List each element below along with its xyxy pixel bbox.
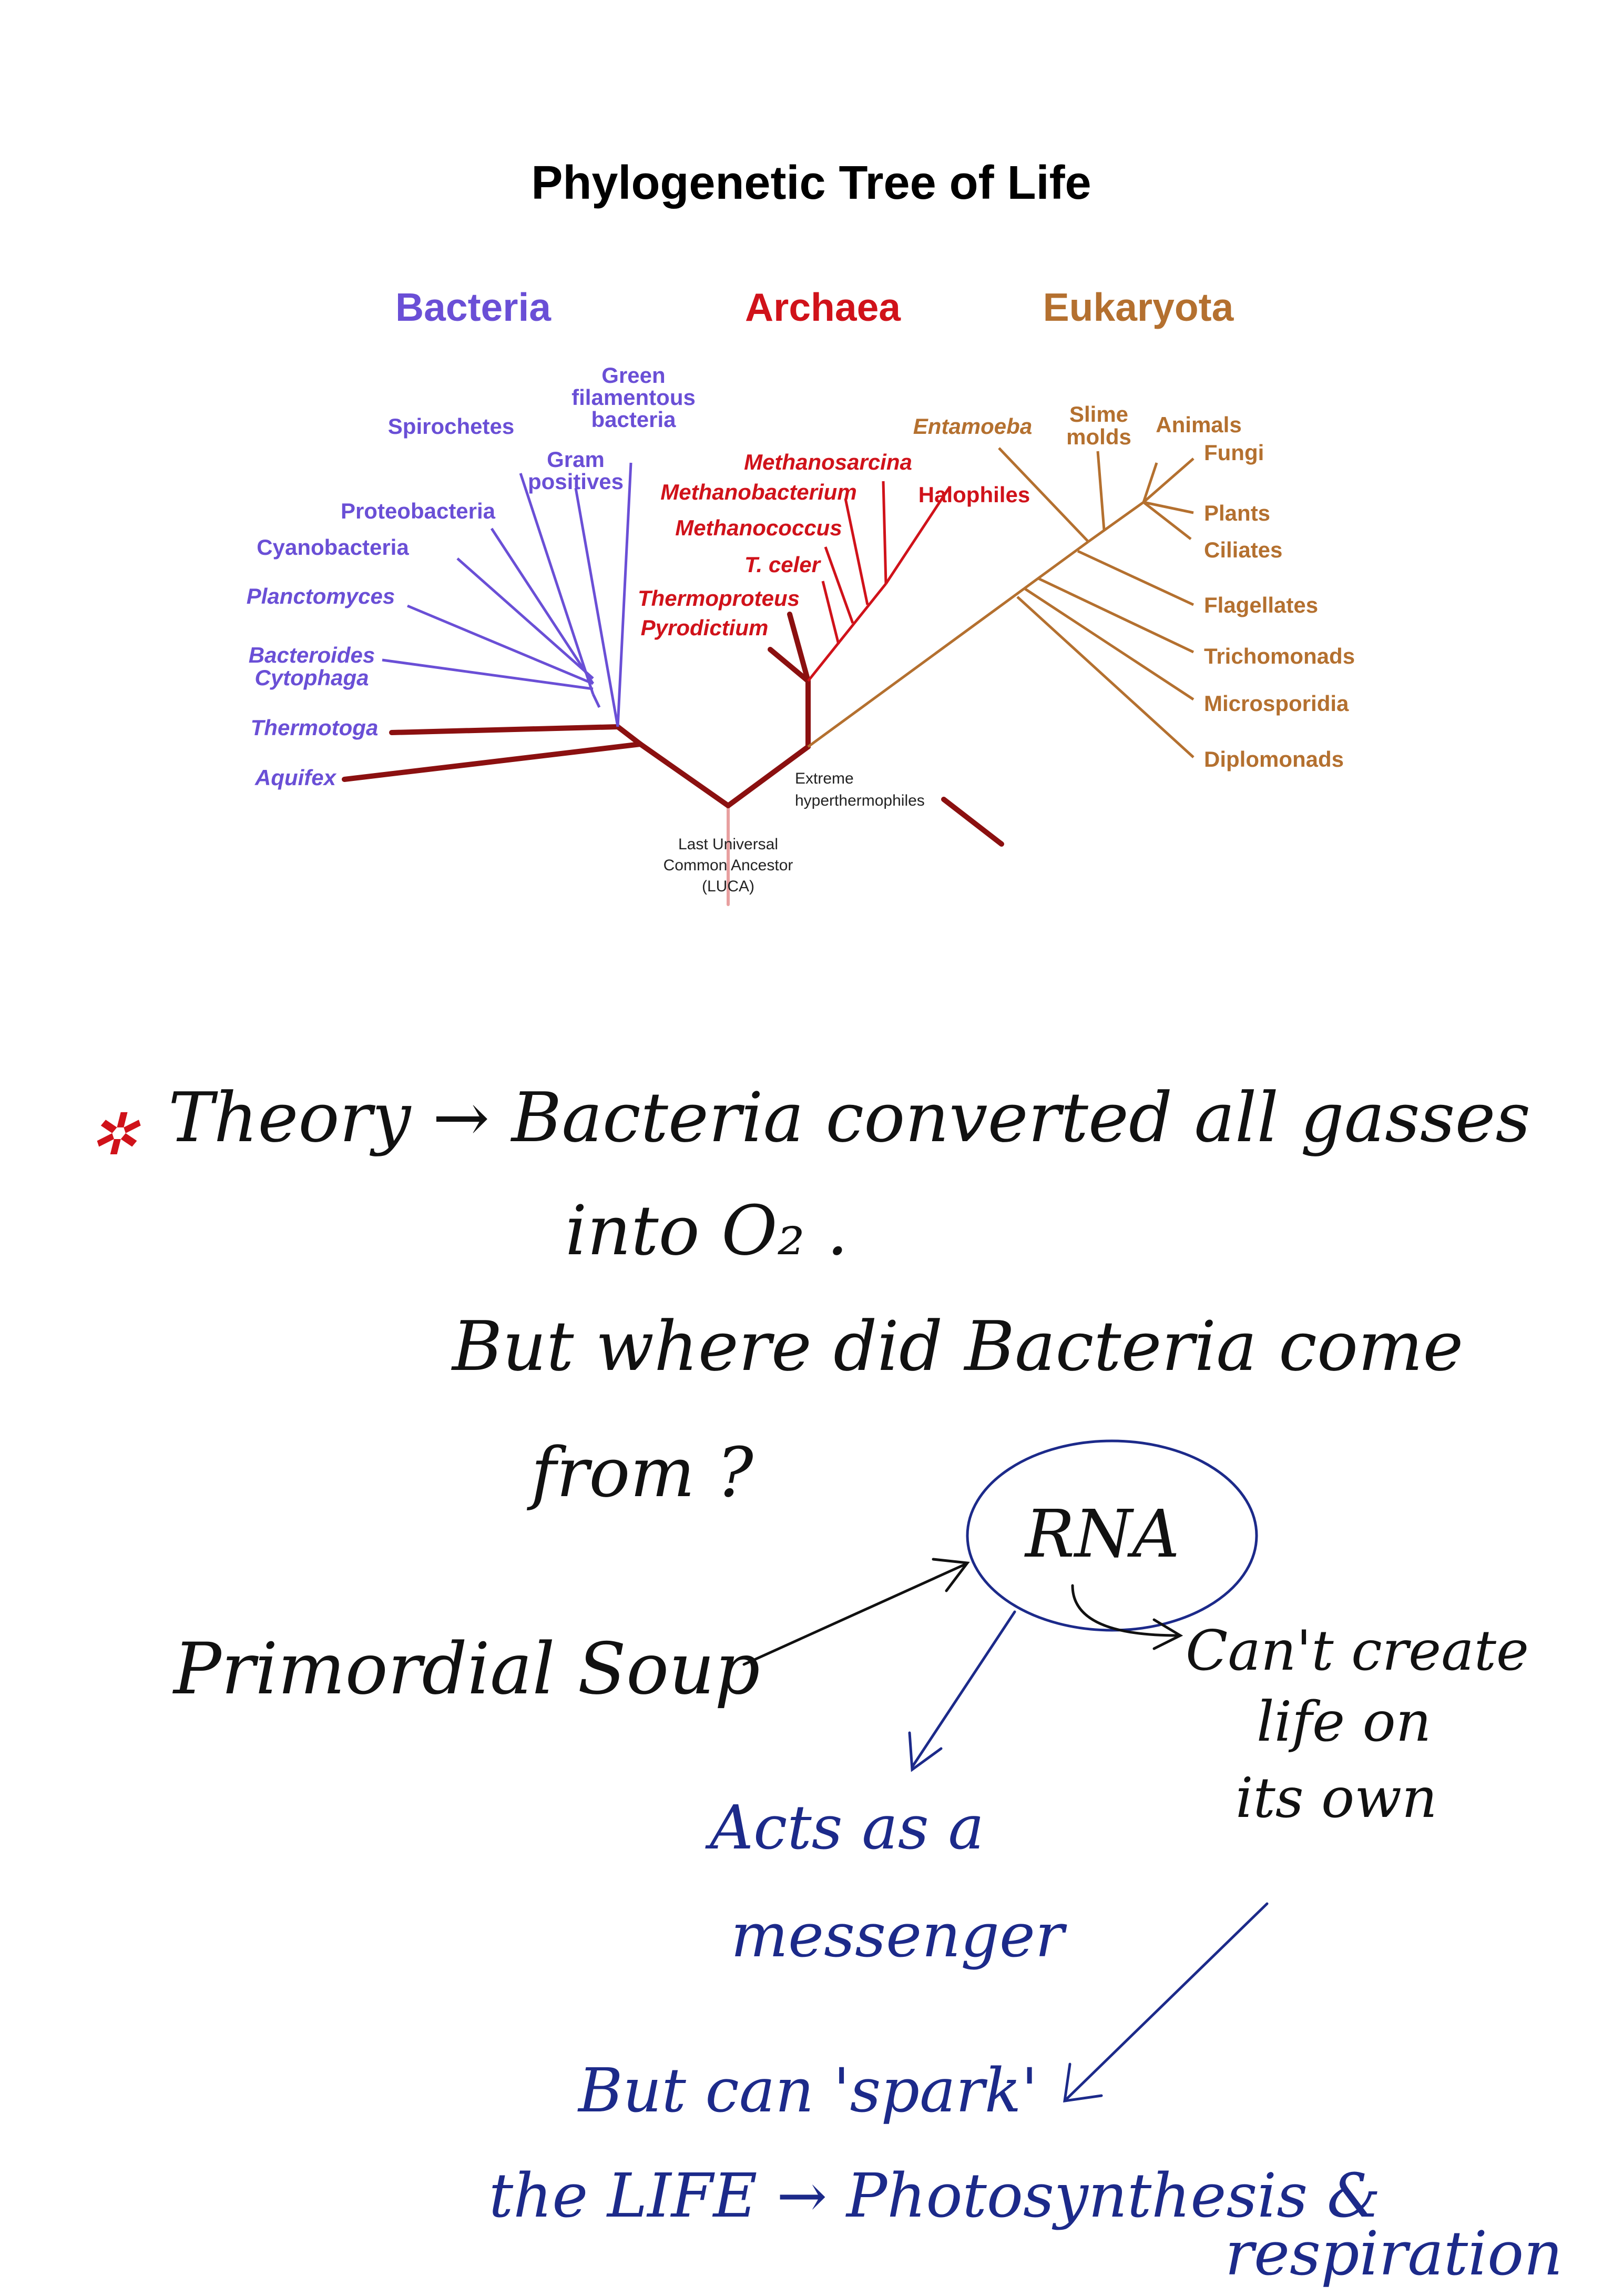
taxon-green-filamentous-1: Green — [601, 363, 665, 388]
figure-title: Phylogenetic Tree of Life — [531, 157, 1091, 209]
taxon-green-filamentous-2: filamentous — [571, 385, 696, 410]
taxon-bacteroides: Bacteroides — [249, 643, 375, 667]
taxon-thermotoga: Thermotoga — [251, 715, 379, 740]
domain-label-bacteria: Bacteria — [395, 285, 552, 329]
taxon-diplomonads: Diplomonads — [1204, 747, 1344, 771]
bacteria-branches — [382, 462, 632, 727]
note-rna: RNA — [1024, 1496, 1180, 1572]
note-acts-as-1: Acts as a — [705, 1793, 984, 1863]
handwritten-notes: ✲ Theory → Bacteria converted all gasses… — [89, 1078, 1563, 2289]
arrow-head-soup-to-rna — [932, 1558, 970, 1592]
star-icon: ✲ — [89, 1101, 141, 1168]
note-acts-as-2: messenger — [731, 1901, 1067, 1971]
note-question-line2: from ? — [527, 1433, 754, 1512]
legend-trunk-sample — [941, 797, 1004, 847]
arrow-rna-to-cant-create — [1071, 1584, 1179, 1637]
note-cant-create-1: Can't create — [1186, 1619, 1529, 1683]
arrow-head-own-to-spark — [1063, 2063, 1103, 2102]
taxon-aquifex: Aquifex — [254, 765, 337, 790]
taxon-methanococcus: Methanococcus — [675, 515, 842, 540]
note-question-line1: But where did Bacteria come — [451, 1306, 1463, 1386]
legend-extreme-1: Extreme — [795, 770, 854, 787]
note-spark-line3: respiration — [1225, 2219, 1563, 2289]
eukaryota-labels: Entamoeba Slime molds Animals Fungi Plan… — [913, 402, 1355, 771]
taxon-fungi: Fungi — [1204, 440, 1264, 465]
taxon-microsporidia: Microsporidia — [1204, 691, 1349, 716]
legend-extreme-2: hyperthermophiles — [795, 792, 925, 809]
domain-label-archaea: Archaea — [745, 285, 901, 329]
taxon-thermoproteus: Thermoproteus — [638, 586, 800, 611]
taxon-cytophaga: Cytophaga — [254, 665, 369, 690]
taxon-planctomyces: Planctomyces — [247, 584, 395, 608]
taxon-green-filamentous-3: bacteria — [591, 407, 676, 432]
arrow-head-rna-to-messenger — [908, 1731, 943, 1772]
phylogenetic-tree — [342, 447, 1195, 906]
taxon-halophiles: Halophiles — [918, 482, 1030, 507]
arrow-own-to-spark — [1066, 1902, 1269, 2100]
archaea-labels: Methanosarcina Methanobacterium Halophil… — [638, 450, 1030, 640]
luca-label-2: Common Ancestor — [664, 857, 793, 874]
taxon-t-celer: T. celer — [744, 552, 822, 577]
taxon-gram-positives-1: Gram — [547, 447, 605, 472]
taxon-slime-molds-1: Slime — [1069, 402, 1128, 426]
arrow-head-rna-to-cant-create — [1152, 1618, 1183, 1650]
hyperthermophile-trunk — [342, 612, 1004, 906]
note-theory-line2: into O₂ . — [565, 1191, 848, 1271]
taxon-slime-molds-2: molds — [1066, 424, 1131, 449]
note-cant-create-2: life on — [1257, 1690, 1431, 1754]
taxon-methanobacterium: Methanobacterium — [660, 480, 856, 504]
taxon-plants: Plants — [1204, 501, 1270, 525]
note-cant-create-3: its own — [1236, 1766, 1437, 1830]
taxon-methanosarcina: Methanosarcina — [744, 450, 912, 474]
taxon-ciliates: Ciliates — [1204, 537, 1282, 562]
eukaryota-branches — [807, 447, 1195, 758]
taxon-pyrodictium: Pyrodictium — [641, 615, 769, 640]
taxon-proteobacteria: Proteobacteria — [341, 499, 496, 523]
luca-label-1: Last Universal — [678, 836, 778, 853]
taxon-spirochetes: Spirochetes — [388, 414, 514, 439]
bacteria-labels: Green filamentous bacteria Spirochetes G… — [247, 363, 696, 790]
luca-label-3: (LUCA) — [702, 878, 754, 895]
taxon-trichomonads: Trichomonads — [1204, 644, 1355, 668]
archaea-branches — [807, 481, 951, 682]
rna-circle — [966, 1439, 1258, 1632]
taxon-gram-positives-2: positives — [528, 469, 624, 494]
note-spark-line2: the LIFE → Photosynthesis & — [489, 2161, 1381, 2231]
note-theory-line1: Theory → Bacteria converted all gasses — [168, 1078, 1530, 1157]
taxon-cyanobacteria: Cyanobacteria — [257, 535, 409, 560]
arrow-soup-to-rna — [742, 1563, 966, 1666]
taxon-flagellates: Flagellates — [1204, 593, 1318, 617]
arrow-rna-to-messenger — [911, 1610, 1016, 1769]
note-primordial-soup: Primordial Soup — [172, 1628, 760, 1710]
note-spark-line1: But can 'spark' — [577, 2056, 1038, 2126]
taxon-animals: Animals — [1156, 412, 1241, 437]
taxon-entamoeba: Entamoeba — [913, 414, 1032, 439]
domain-label-eukaryota: Eukaryota — [1043, 285, 1234, 329]
